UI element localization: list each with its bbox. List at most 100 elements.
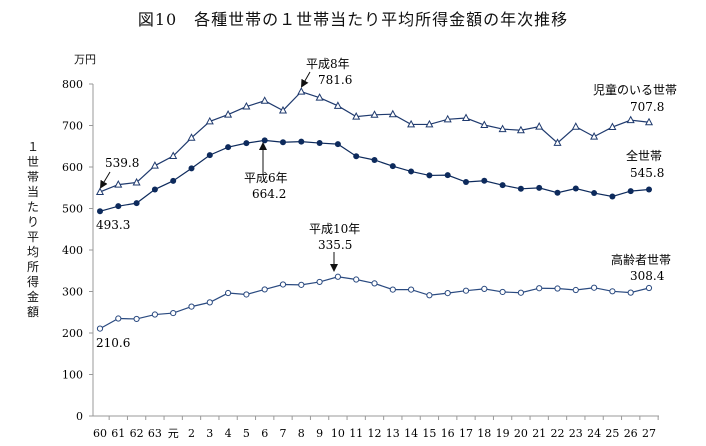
data-point — [535, 122, 544, 130]
child-peak-arrow — [301, 71, 311, 88]
data-point — [407, 119, 416, 128]
x-tick-label: 2 — [188, 427, 195, 440]
data-point — [224, 110, 233, 118]
x-tick-label: 9 — [316, 427, 323, 440]
data-point — [225, 144, 232, 151]
data-point — [298, 281, 305, 288]
x-tick-label: 21 — [532, 427, 546, 440]
x-tick-label: 63 — [148, 427, 162, 440]
data-point — [426, 172, 433, 179]
series-0 — [95, 87, 654, 195]
data-point — [133, 200, 140, 207]
x-tick-label: 6 — [261, 427, 268, 440]
x-tick-label: 11 — [349, 427, 363, 440]
data-point — [572, 286, 579, 294]
elder-peak-value-label: 335.5 — [318, 238, 352, 252]
chart-title: 図10 各種世帯の１世帯当たり平均所得金額の年次推移 — [137, 10, 569, 29]
all-series-name: 全世帯 — [626, 148, 662, 163]
x-tick-label: 27 — [642, 427, 656, 440]
child-peak-value-label: 781.6 — [318, 73, 352, 87]
data-point — [297, 87, 306, 95]
series-2 — [96, 273, 653, 332]
data-point — [591, 284, 598, 291]
data-point — [371, 156, 378, 163]
data-point — [591, 190, 598, 197]
data-point — [554, 189, 561, 196]
x-tick-label: 23 — [569, 427, 583, 440]
data-point — [389, 286, 396, 293]
data-point — [206, 152, 213, 159]
x-tick-label: 13 — [386, 427, 400, 440]
data-point — [278, 105, 288, 114]
data-point — [516, 125, 525, 134]
elder-start-label: 210.6 — [96, 336, 130, 350]
data-point — [462, 287, 470, 294]
data-point — [443, 114, 452, 123]
elder-series-name: 高齢者世帯 — [611, 252, 671, 267]
annotations: 539.8 平成8年 781.6 児童のいる世帯 707.8 493.3 平成6… — [96, 57, 677, 350]
data-point — [261, 286, 268, 293]
data-point — [572, 185, 579, 192]
data-point — [480, 120, 489, 129]
data-point — [536, 285, 543, 292]
y-tick-label: 700 — [62, 120, 83, 133]
all-peak-year-label: 平成6年 — [244, 171, 288, 185]
data-point — [188, 165, 195, 172]
data-point — [426, 292, 433, 299]
data-point — [608, 122, 617, 131]
y-tick-label: 200 — [62, 327, 83, 340]
all-start-label: 493.3 — [96, 218, 130, 232]
data-point — [609, 193, 616, 200]
data-point — [114, 180, 123, 188]
data-point — [115, 315, 122, 322]
x-tick-label: 60 — [93, 427, 107, 440]
data-point — [150, 161, 159, 169]
y-tick-label: 0 — [76, 410, 83, 423]
data-point — [536, 184, 543, 191]
x-tick-label: 25 — [605, 427, 619, 440]
data-point — [151, 311, 158, 318]
data-point — [261, 137, 268, 144]
y-axis-unit: 万円 — [74, 53, 96, 66]
series-1 — [97, 137, 652, 215]
data-point — [206, 299, 213, 306]
data-point — [170, 309, 177, 317]
x-tick-label: 16 — [441, 427, 455, 440]
data-point — [97, 208, 103, 215]
data-point — [498, 124, 507, 133]
x-tick-label: 18 — [477, 427, 491, 440]
y-tick-label: 400 — [62, 244, 83, 257]
data-point — [627, 289, 634, 296]
data-point — [389, 163, 396, 170]
x-tick-label: 10 — [331, 427, 345, 440]
data-point — [644, 117, 654, 126]
data-point — [626, 115, 635, 124]
y-tick-label: 600 — [62, 161, 83, 174]
data-point — [481, 177, 488, 184]
x-tick-label: 元 — [168, 427, 179, 440]
data-point — [96, 325, 104, 332]
data-point — [316, 140, 323, 147]
data-point — [353, 153, 360, 160]
data-point — [499, 288, 506, 296]
y-axis-label: １世帯当たり平均所得金額 — [26, 140, 39, 319]
x-tick-label: 8 — [298, 427, 305, 440]
x-tick-label: 5 — [243, 427, 250, 440]
x-tick-label: 22 — [551, 427, 565, 440]
data-point — [115, 203, 122, 210]
child-series-name: 児童のいる世帯 — [593, 82, 677, 97]
data-point — [646, 186, 652, 193]
data-point — [243, 140, 250, 147]
series-line — [99, 90, 650, 193]
data-point — [481, 285, 488, 292]
data-point — [243, 291, 250, 298]
data-point — [627, 188, 634, 195]
child-start-arrow — [99, 171, 111, 189]
x-tick-label: 61 — [111, 427, 125, 440]
data-point — [499, 182, 506, 189]
data-point — [315, 93, 324, 101]
data-point — [517, 185, 524, 192]
data-point — [609, 288, 616, 295]
